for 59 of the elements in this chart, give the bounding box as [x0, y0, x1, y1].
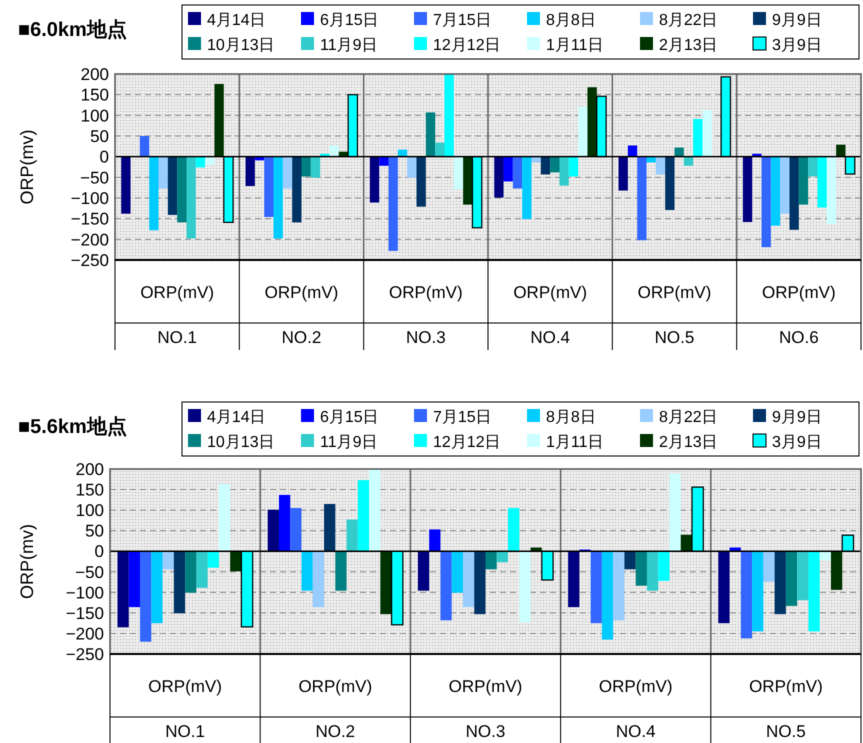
legend-label: 12月12日	[433, 37, 501, 54]
legend-label: 9月9日	[772, 409, 822, 426]
category-label: ORP(mV) NO.6	[762, 283, 836, 347]
category-label: ORP(mV) NO.1	[148, 677, 222, 741]
category-label: ORP(mV) NO.2	[298, 677, 372, 741]
y-tick-label: 100	[80, 106, 109, 126]
legend-label: 8月8日	[546, 12, 596, 29]
chart-title: ■6.0km地点	[18, 19, 127, 41]
y-tick-label: −50	[80, 168, 109, 188]
legend-label: 12月12日	[433, 434, 501, 451]
legend-label: 8月22日	[659, 409, 718, 426]
chart-title: ■5.6km地点	[18, 416, 127, 438]
legend-label: 8月8日	[546, 409, 596, 426]
legend-label: 7月15日	[433, 12, 492, 29]
y-tick-label: 0	[94, 542, 104, 562]
category-label: ORP(mV) NO.3	[448, 677, 522, 741]
legend-label: 1月11日	[546, 434, 604, 451]
legend-label: 11月9日	[320, 434, 378, 451]
y-tick-label: −150	[66, 604, 104, 623]
y-tick-label: 200	[76, 460, 104, 479]
category-label: ORP(mV) NO.3	[388, 283, 463, 347]
category-label: ORP(mV) NO.2	[264, 283, 338, 347]
legend-label: 1月11日	[546, 37, 604, 54]
category-label: ORP(mV) NO.5	[638, 283, 712, 347]
y-tick-label: −200	[70, 230, 109, 250]
category-label: ORP(mV) NO.4	[598, 677, 673, 741]
y-tick-label: 200	[80, 65, 109, 84]
legend-label: 4月14日	[207, 12, 266, 29]
y-tick-label: 50	[85, 522, 104, 541]
y-tick-label: −200	[66, 624, 104, 644]
legend-label: 3月9日	[772, 434, 822, 451]
legend-label: 10月13日	[207, 434, 275, 451]
y-tick-label: 0	[100, 148, 109, 167]
y-tick-label: −150	[70, 210, 109, 229]
legend-label: 3月9日	[772, 37, 822, 54]
y-tick-label: 150	[80, 86, 109, 105]
y-tick-label: −100	[66, 583, 104, 602]
y-tick-label: −50	[75, 562, 104, 582]
y-axis-title: ORP(mv)	[17, 524, 37, 599]
y-tick-label: −250	[70, 251, 109, 270]
y-tick-label: −250	[66, 645, 104, 664]
category-label: ORP(mV) NO.4	[513, 283, 588, 347]
legend-label: 10月13日	[207, 37, 275, 54]
legend-label: 7月15日	[433, 409, 492, 426]
y-tick-label: 100	[76, 501, 104, 520]
category-label: ORP(mV) NO.1	[140, 283, 214, 347]
y-axis-title: ORP(mv)	[17, 130, 37, 204]
y-tick-label: 50	[90, 127, 109, 146]
y-tick-label: 150	[76, 480, 104, 500]
legend-label: 8月22日	[659, 12, 718, 29]
legend-label: 2月13日	[659, 434, 718, 451]
legend-label: 6月15日	[320, 409, 379, 426]
legend-label: 11月9日	[320, 37, 378, 54]
y-tick-label: −100	[70, 189, 109, 208]
legend-label: 9月9日	[772, 12, 822, 29]
legend-label: 4月14日	[207, 409, 266, 426]
legend-label: 2月13日	[659, 37, 718, 54]
category-label: ORP(mV) NO.5	[749, 677, 823, 741]
legend-label: 6月15日	[320, 12, 379, 29]
